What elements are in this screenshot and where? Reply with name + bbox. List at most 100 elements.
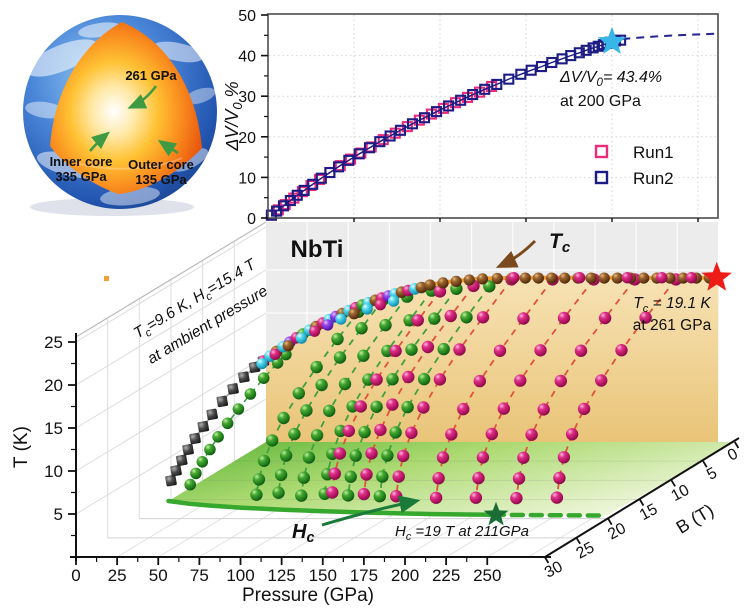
green-sphere (295, 489, 308, 502)
delta-v-value: ΔV/V0= 43.4% (559, 69, 662, 89)
green-sphere (417, 372, 431, 386)
green-sphere (376, 470, 389, 483)
magenta-sphere (309, 325, 321, 337)
p-tick-label: 175 (350, 566, 378, 585)
green-sphere (204, 443, 216, 456)
green-sphere (379, 318, 392, 332)
earth-inset: 261 GPa Inner core 335 GPa Outer core 13… (23, 15, 217, 216)
green-sphere (277, 411, 290, 425)
black-square-marker (175, 454, 188, 467)
magenta-sphere (374, 299, 386, 311)
magenta-sphere (433, 373, 447, 386)
brown-sphere (532, 272, 545, 284)
Run2-point (324, 166, 336, 179)
legend-run1-marker (594, 144, 609, 159)
p-tick-label: 225 (432, 566, 460, 585)
cyan-sphere (295, 332, 307, 344)
magenta-sphere (436, 451, 450, 464)
b-tick-label: 10 (669, 482, 693, 505)
magenta-sphere (411, 314, 424, 327)
brown-sphere (598, 272, 610, 284)
magenta-sphere (429, 491, 443, 504)
magenta-sphere (374, 423, 387, 437)
magenta-sphere (453, 343, 466, 356)
cyan-sphere (256, 358, 268, 370)
magenta-sphere (510, 491, 523, 505)
saturation-annotation: ΔV/V0= 43.4% at 200 GPa (559, 69, 662, 110)
black-square-marker (170, 464, 182, 477)
black-square-marker (182, 443, 194, 456)
legend-run2-marker (594, 170, 609, 185)
brown-sphere (491, 272, 503, 285)
Run2-point (479, 83, 491, 95)
b-tick (670, 479, 676, 487)
magenta-sphere (598, 311, 612, 325)
green-sphere (386, 373, 399, 386)
magenta-sphere (557, 311, 571, 325)
b-tick-label: 15 (637, 501, 661, 524)
tc-value-line2: at 261 GPa (633, 317, 712, 334)
magenta-sphere (457, 402, 470, 416)
green-sphere (250, 488, 263, 501)
green-sphere (232, 403, 245, 415)
brown-sphere (585, 272, 597, 284)
magenta-sphere (553, 471, 566, 485)
magenta-sphere (595, 374, 608, 387)
black-square-marker (206, 408, 218, 421)
cyan-sphere (387, 295, 400, 307)
magenta-sphere (517, 451, 530, 464)
green-sphere (381, 449, 394, 462)
magenta-sphere (512, 472, 526, 485)
green-sphere (401, 400, 414, 414)
magenta-sphere (473, 374, 486, 388)
y-tick-label: 30 (238, 89, 256, 106)
Run2-point (353, 148, 365, 160)
magenta-sphere (525, 428, 538, 441)
magenta-sphere (421, 340, 435, 354)
legend-run2-label: Run2 (633, 169, 674, 188)
magenta-sphere (574, 344, 588, 357)
magenta-sphere (269, 348, 281, 360)
magenta-sphere (445, 428, 458, 441)
green-sphere (333, 351, 347, 364)
b-tick (575, 537, 581, 545)
t-tick-label: 10 (44, 462, 63, 481)
Run2-point (384, 130, 396, 142)
magenta-sphere (365, 447, 378, 460)
Run2-point (363, 142, 376, 154)
Run2-point (580, 44, 592, 56)
y-tick-label: 10 (238, 170, 256, 187)
Run2-point (491, 78, 503, 90)
tc-label: Tc (549, 230, 571, 256)
Hc2-ambient-black-dash (170, 360, 264, 481)
green-sphere (373, 490, 386, 503)
brown-sphere (437, 277, 449, 289)
delta-v-pressure: at 200 GPa (560, 93, 641, 110)
green-sphere (323, 404, 336, 417)
Run2-point (298, 184, 310, 196)
green-sphere (190, 467, 202, 480)
hc-label: Hc (292, 521, 314, 546)
green-sphere (221, 417, 234, 430)
t-tick-label: 20 (44, 376, 63, 395)
purple-sphere (322, 319, 334, 331)
brown-sphere (677, 272, 689, 284)
Run2-point (332, 161, 345, 173)
b-tick (607, 518, 613, 526)
magenta-sphere (639, 311, 652, 324)
green-sphere (257, 372, 270, 385)
green-sphere (428, 312, 441, 325)
Run2-point (315, 172, 327, 184)
green-sphere (405, 343, 418, 356)
black-square-marker (227, 383, 239, 395)
magenta-sphere (485, 427, 498, 441)
magenta-sphere (615, 344, 628, 357)
brown-sphere (415, 281, 428, 294)
magenta-sphere (493, 344, 507, 357)
y-tick-label: 0 (247, 211, 256, 228)
Run2-point (503, 73, 515, 85)
p-tick-label: 50 (149, 566, 168, 585)
green-sphere (310, 429, 324, 442)
Run2-point (443, 100, 455, 112)
